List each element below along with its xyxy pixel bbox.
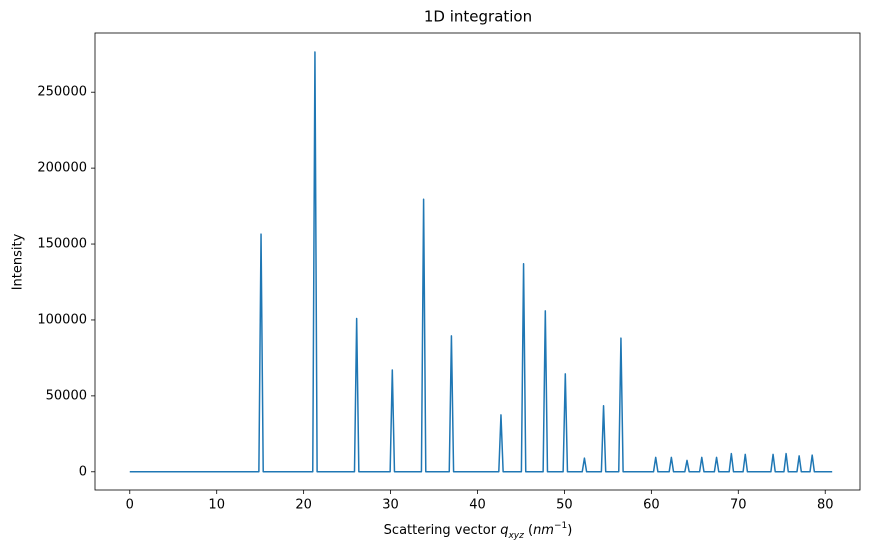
y-axis-label: Intensity: [11, 233, 26, 290]
x-axis-label-part: nm: [533, 523, 554, 538]
data-line: [129, 51, 833, 473]
x-axis-label: Scattering vector qxyz (nm−1): [384, 521, 573, 541]
x-tick-label: 70: [730, 498, 747, 513]
x-axis-label-part: ): [567, 523, 572, 538]
y-tick-label: 100000: [37, 312, 87, 327]
x-tick-label: 0: [126, 498, 134, 513]
x-axis-label-part: (: [524, 523, 533, 538]
x-tick-label: 40: [469, 498, 486, 513]
x-axis-label-part: xyz: [507, 531, 524, 541]
x-tick-label: 60: [643, 498, 660, 513]
x-tick-label: 10: [208, 498, 225, 513]
x-axis-label-part: Scattering vector: [384, 523, 501, 538]
x-tick-label: 50: [556, 498, 573, 513]
x-tick-label: 80: [817, 498, 834, 513]
y-tick-label: 250000: [37, 85, 87, 100]
x-tick-label: 20: [295, 498, 312, 513]
x-axis-label-part: −1: [554, 521, 567, 531]
y-tick-label: 200000: [37, 161, 87, 176]
y-tick-label: 50000: [46, 388, 87, 403]
y-tick-label: 150000: [37, 237, 87, 252]
y-tick-label: 0: [79, 464, 87, 479]
x-axis-label-part: q: [500, 523, 508, 538]
x-tick-label: 30: [382, 498, 399, 513]
chart-title: 1D integration: [424, 8, 532, 26]
axes-frame: [94, 32, 861, 491]
